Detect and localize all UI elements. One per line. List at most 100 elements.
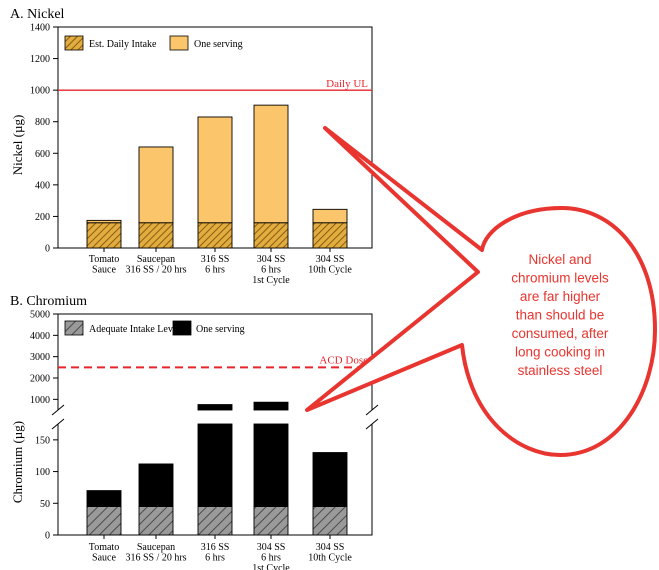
y-tick-label: 4000 (30, 331, 50, 342)
callout-speech-bubble: Nickel and chromium levels are far higher t… (305, 126, 657, 457)
chromium-bars (86, 401, 348, 536)
x-tick-label: Sauce (92, 265, 116, 276)
legend-swatch-one-serving (169, 35, 189, 51)
legend-swatch-hatch (64, 320, 84, 336)
y-tick-label: 2000 (30, 374, 50, 385)
callout-text: Nickel and chromium levels are far higher t… (511, 252, 609, 378)
axis-break-mark-right-lower (365, 418, 379, 430)
chromium-panel-title: B. Chromium (10, 294, 87, 309)
chromium-y-axis-label: Chromium (µg) (10, 421, 25, 503)
x-tick-label: 1st Cycle (252, 275, 290, 286)
x-tick-label: 316 SS (201, 254, 230, 265)
x-tick-label: 6 hrs (205, 553, 225, 564)
x-tick-label: Saucepan (137, 254, 175, 265)
bar-segment-one-serving (138, 146, 174, 224)
bar-segment-est-daily-intake (197, 222, 233, 249)
nickel-legend: Est. Daily Intake One serving (64, 35, 243, 51)
nickel-panel-title: A. Nickel (10, 7, 65, 22)
y-tick-label: 100 (35, 467, 50, 478)
chromium-legend: Adequate Intake Level One serving (64, 320, 245, 336)
bar-segment-est-daily-intake (312, 222, 348, 249)
y-tick-label: 3000 (30, 352, 50, 363)
callout-shape (305, 126, 657, 457)
callout-text-line: chromium levels (511, 271, 609, 286)
bar-segment-one-serving (253, 423, 289, 507)
legend-label-est-daily-intake: Est. Daily Intake (89, 39, 157, 50)
y-tick-label: 1200 (30, 54, 50, 65)
y-tick-label: 150 (35, 435, 50, 446)
x-tick-label: 10th Cycle (308, 265, 352, 276)
bar-segment-adequate-intake (253, 506, 289, 536)
callout-text-line: Nickel and (528, 252, 591, 267)
y-tick-label: 1000 (30, 395, 50, 406)
x-tick-label: Tomato (89, 254, 119, 265)
nickel-panel: A. Nickel Nickel (µg) 0 200 400 600 800 1000 1… (10, 7, 373, 286)
y-tick-label: 600 (35, 149, 50, 160)
bar-segment-one-serving (86, 219, 122, 224)
bar-segment-one-serving-upper (197, 404, 233, 411)
axis-break-mark-right-upper (365, 404, 379, 416)
bar-segment-adequate-intake (197, 506, 233, 536)
bar-segment-est-daily-intake (138, 222, 174, 249)
bar-segment-one-serving (197, 423, 233, 507)
y-tick-label: 5000 (30, 310, 50, 321)
callout-text-line: stainless steel (518, 363, 603, 378)
nickel-daily-ul-label: Daily UL (326, 78, 368, 90)
chromium-panel: B. Chromium Chromium (µg) 0 50 100 150 1000 2… (10, 294, 379, 570)
x-tick-label: 1st Cycle (252, 563, 290, 570)
callout-text-line: than should be (516, 308, 605, 323)
y-tick-label: 50 (40, 499, 50, 510)
chromium-acd-dose-label: ACD Dose (319, 354, 368, 366)
axis-break-mark-left-upper (51, 404, 65, 416)
y-tick-label: 200 (35, 212, 50, 223)
bar-segment-est-daily-intake (86, 222, 122, 249)
y-tick-label: 400 (35, 180, 50, 191)
bar-segment-one-serving (312, 452, 348, 507)
x-tick-label: 316 SS / 20 hrs (125, 265, 186, 276)
bar-segment-adequate-intake (312, 506, 348, 536)
nickel-y-axis: 0 200 400 600 800 1000 1200 1400 (30, 23, 58, 255)
chromium-y-axis: 0 50 100 150 1000 2000 3000 4000 5000 (30, 310, 58, 542)
legend-swatch-hatch (64, 35, 84, 51)
legend-label-adequate-intake: Adequate Intake Level (89, 324, 180, 335)
nickel-bars (86, 104, 348, 249)
x-tick-label: 304 SS (257, 542, 286, 553)
x-tick-label: 316 SS (201, 542, 230, 553)
x-tick-label: 6 hrs (261, 553, 281, 564)
axis-break-mark-left-lower (51, 418, 65, 430)
bar-segment-est-daily-intake (253, 222, 289, 249)
callout-text-line: are far higher (520, 289, 601, 304)
bar-segment-adequate-intake (86, 506, 122, 536)
bar-segment-adequate-intake (138, 506, 174, 536)
x-tick-label: 304 SS (257, 254, 286, 265)
bar-segment-one-serving (312, 208, 348, 224)
x-tick-label: Sauce (92, 553, 116, 564)
x-tick-label: 10th Cycle (308, 553, 352, 564)
callout-text-line: long cooking in (515, 345, 605, 360)
bar-segment-one-serving (86, 490, 122, 507)
bar-segment-one-serving (197, 116, 233, 224)
x-tick-label: 304 SS (316, 542, 345, 553)
bar-segment-one-serving (138, 463, 174, 507)
bar-segment-one-serving-upper (253, 401, 289, 411)
x-tick-label: 6 hrs (261, 265, 281, 276)
x-tick-label: 304 SS (316, 254, 345, 265)
x-tick-label: Tomato (89, 542, 119, 553)
y-tick-label: 0 (45, 244, 50, 255)
bar-segment-one-serving (253, 104, 289, 224)
y-tick-label: 800 (35, 117, 50, 128)
legend-swatch-one-serving (172, 320, 192, 336)
callout-text-line: consumed, after (512, 326, 609, 341)
x-tick-label: 6 hrs (205, 265, 225, 276)
x-tick-label: 316 SS / 20 hrs (125, 553, 186, 564)
y-tick-label: 1400 (30, 23, 50, 34)
legend-label-one-serving: One serving (196, 324, 245, 335)
legend-label-one-serving: One serving (194, 39, 243, 50)
nickel-y-axis-label: Nickel (µg) (10, 115, 25, 176)
y-tick-label: 0 (45, 531, 50, 542)
y-tick-label: 1000 (30, 86, 50, 97)
x-tick-label: Saucepan (137, 542, 175, 553)
